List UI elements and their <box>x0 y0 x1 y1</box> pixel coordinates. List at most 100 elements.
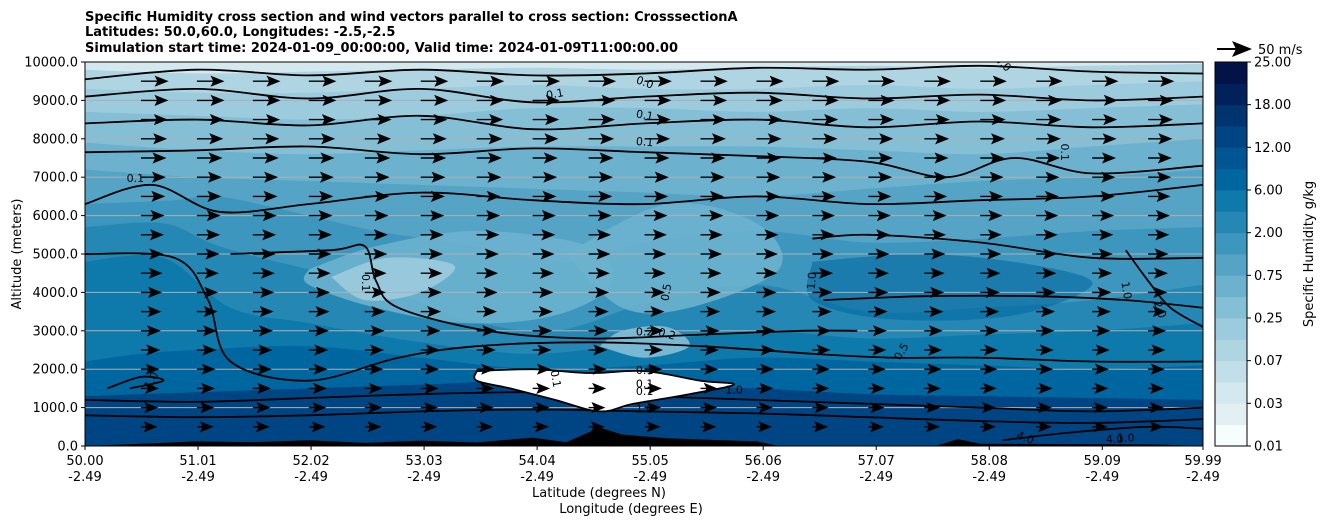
y-tick-label: 7000.0 <box>33 171 79 186</box>
x-tick-label-lon: -2.49 <box>520 470 554 485</box>
x-tick-label-lat: 50.00 <box>66 454 103 469</box>
contour-label: 4.0 <box>1106 433 1124 446</box>
contour-line <box>812 233 1203 260</box>
colorbar-tick-label: 0.07 <box>1254 354 1283 369</box>
contour-label: 0.1 <box>636 364 654 377</box>
x-tick-label-lon: -2.49 <box>68 470 102 485</box>
colorbar-segment <box>1215 360 1247 383</box>
colorbar-segment <box>1215 339 1247 362</box>
contour-labels: 0.00.00.10.10.10.10.10.1 0.51.0 1.02.00.2 0… <box>127 62 1169 446</box>
contour-label: 0.1 <box>545 86 564 102</box>
x-tick-label-lon: -2.49 <box>181 470 215 485</box>
colorbar-segment <box>1215 211 1247 234</box>
colorbar-segment <box>1215 296 1247 319</box>
y-tick-label: 4000.0 <box>33 286 79 301</box>
plot-area: 0.00.00.10.10.10.10.10.1 0.51.0 1.02.00.2 0… <box>85 62 1203 446</box>
y-tick-label: 3000.0 <box>33 324 79 339</box>
colorbar-segment <box>1215 147 1247 170</box>
x-axis: 50.00-2.4951.01-2.4952.02-2.4953.03-2.49… <box>66 446 1222 485</box>
x-tick-label-lat: 57.07 <box>858 454 895 469</box>
humidity-pocket <box>331 257 456 301</box>
y-tick-label: 0.0 <box>57 440 78 455</box>
title-line-2: Latitudes: 50.0,60.0, Longitudes: -2.5,-… <box>85 25 395 40</box>
x-axis-label-latitude: Latitude (degrees N) <box>532 486 666 501</box>
colorbar: 0.01 0.03 0.07 0.25 0.75 2.00 6.00 12.00 18.00 25… <box>1214 56 1291 455</box>
contour-label: 0.1 <box>635 107 654 123</box>
x-tick-label-lat: 52.02 <box>292 454 329 469</box>
terrain-silhouette <box>85 427 1203 446</box>
colorbar-frame <box>1214 61 1248 447</box>
x-tick-label-lat: 56.06 <box>745 454 782 469</box>
terrain-shape <box>85 427 779 446</box>
colorbar-segment <box>1215 254 1247 276</box>
contour-label: 0.1 <box>636 385 654 398</box>
colorbar-tick-label: 12.00 <box>1254 141 1291 156</box>
x-tick-label-lat: 59.09 <box>1084 454 1121 469</box>
contour-line <box>85 408 1203 424</box>
contour-line <box>85 145 1203 179</box>
contour-line <box>85 64 1203 81</box>
title-line-1: Specific Humidity cross section and wind… <box>85 10 738 25</box>
contour-label: 0.1 <box>127 172 145 185</box>
chart-title: Specific Humidity cross section and wind… <box>85 10 738 56</box>
title-line-3: Simulation start time: 2024-01-09_00:00:… <box>85 41 678 56</box>
x-tick-label-lon: -2.49 <box>1186 470 1220 485</box>
colorbar-segment <box>1215 382 1247 404</box>
colorbar-segment <box>1215 168 1247 191</box>
y-axis: 0.0 1000.0 2000.0 3000.0 4000.0 5000.0 6000.0 7… <box>24 56 85 455</box>
x-tick-label-lon: -2.49 <box>746 470 780 485</box>
contour-label: 0.5 <box>658 283 674 302</box>
x-tick-label-lon: -2.49 <box>1085 470 1119 485</box>
x-tick-label-lon: -2.49 <box>294 470 328 485</box>
terrain-shape <box>935 439 1203 446</box>
contour-label: 0.2 <box>657 326 677 343</box>
colorbar-tick-label: 0.75 <box>1254 269 1283 284</box>
colorbar-segment <box>1215 424 1247 447</box>
colorbar-segment <box>1215 190 1247 212</box>
contour-label: 0.0 <box>634 74 655 92</box>
wind-key-label: 50 m/s <box>1258 43 1303 58</box>
contour-label: 1.0 <box>1118 281 1134 300</box>
y-axis-label: Altitude (meters) <box>10 199 25 310</box>
colorbar-tick-label: 0.03 <box>1254 397 1283 412</box>
wind-key: 50 m/s <box>1217 41 1303 58</box>
colorbar-segment <box>1215 126 1247 148</box>
contour-label: 0.1 <box>636 378 654 391</box>
contour-line <box>85 252 1203 382</box>
contour-label: 0.1 <box>635 135 654 149</box>
contour-label: 2.0 <box>1151 299 1169 320</box>
y-tick-label: 5000.0 <box>33 248 79 263</box>
colorbar-segment <box>1215 232 1247 255</box>
x-tick-label-lat: 59.99 <box>1184 454 1221 469</box>
colorbar-label: Specific Humidity g/kg <box>1302 181 1317 327</box>
x-tick-label-lon: -2.49 <box>972 470 1006 485</box>
contour-label: 0.1 <box>548 369 564 388</box>
y-tick-label: 10000.0 <box>24 56 78 71</box>
y-tick-label: 1000.0 <box>33 401 79 416</box>
contour-label: 0.2 <box>636 326 654 339</box>
contour-line <box>230 243 858 340</box>
colorbar-tick-label: 25.00 <box>1254 56 1291 71</box>
colorbar-tick-label: 6.00 <box>1254 184 1283 199</box>
y-tick-label: 6000.0 <box>33 209 79 224</box>
x-tick-label-lat: 55.05 <box>632 454 669 469</box>
contour-label: 1.0 <box>725 383 743 396</box>
x-tick-label-lon: -2.49 <box>407 470 441 485</box>
wind-vectors <box>140 75 1175 433</box>
y-tick-label: 2000.0 <box>33 363 79 378</box>
y-tick-label: 8000.0 <box>33 132 79 147</box>
colorbar-segment <box>1215 104 1247 127</box>
contour-label: 0.1 <box>1058 143 1071 161</box>
colorbar-tick-label: 0.25 <box>1254 312 1283 327</box>
x-tick-label-lat: 51.01 <box>179 454 216 469</box>
contour-label: 1.0 <box>1117 431 1135 444</box>
humidity-pocket <box>566 202 783 314</box>
colorbar-tick-label: 18.00 <box>1254 98 1291 113</box>
contour-label: 1.0 <box>636 403 654 416</box>
x-tick-label-lon: -2.49 <box>859 470 893 485</box>
colorbar-segment <box>1215 62 1247 84</box>
contour-label: 1.0 <box>805 272 819 291</box>
x-tick-label-lat: 58.08 <box>971 454 1008 469</box>
colorbar-segment <box>1215 318 1247 340</box>
